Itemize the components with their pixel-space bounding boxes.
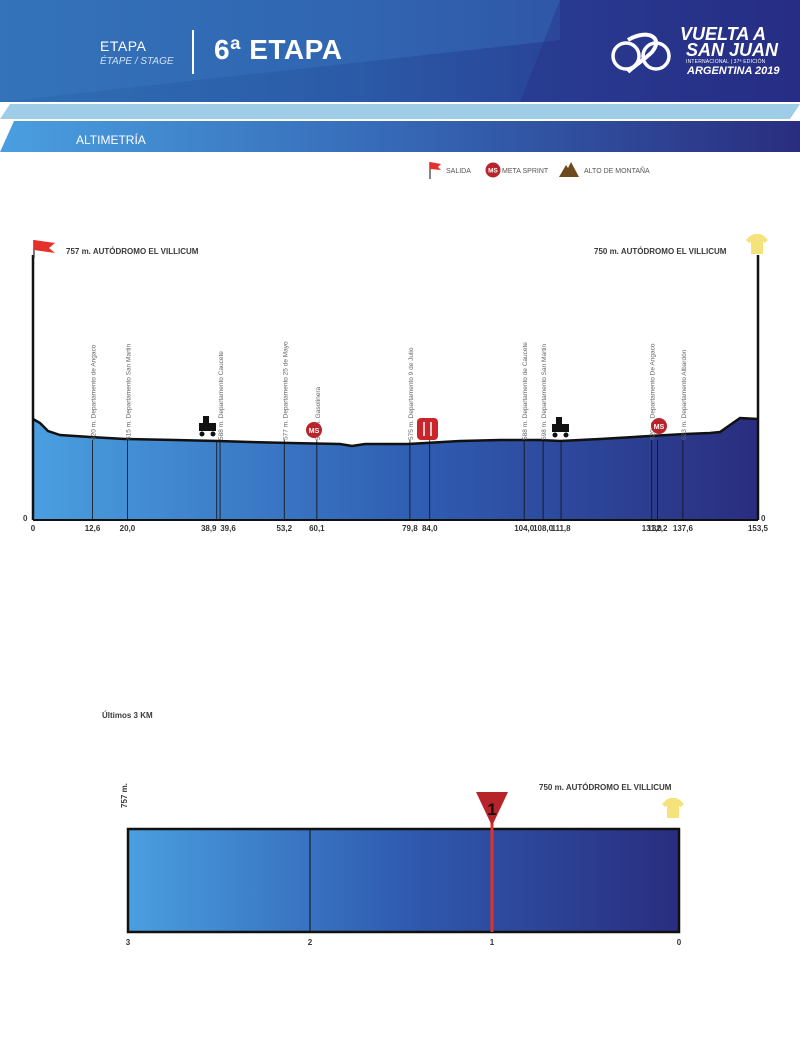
waypoint-label: 571 m. Gasolinera xyxy=(315,387,322,440)
last3-title: Últimos 3 KM xyxy=(102,711,153,720)
km-tick-label: 137,6 xyxy=(673,524,694,533)
km-tick-label: 132,2 xyxy=(647,524,668,533)
legend-meta-sprint: META SPRINT xyxy=(502,168,549,175)
km-tick-label: 84,0 xyxy=(422,524,438,533)
profile-area xyxy=(33,418,758,520)
last3-finish-label: 750 m. AUTÓDROMO EL VILLICUM xyxy=(539,783,672,792)
last3-area xyxy=(126,827,681,934)
svg-text:MS: MS xyxy=(309,428,320,435)
meta-sprint-icon: MS xyxy=(485,162,501,178)
start-flag-icon xyxy=(33,240,55,258)
km-tick-label: 131,0 xyxy=(642,524,663,533)
last-3km-profile: 1 3 2 1 0 xyxy=(126,792,684,947)
section-band xyxy=(0,121,800,152)
waypoint-label: 588 m. Departamento de Caucete xyxy=(522,342,529,440)
km-tick-label: 39,6 xyxy=(220,524,236,533)
meta-sprint-icon: MS xyxy=(651,418,667,434)
yellow-jersey-icon xyxy=(662,798,684,818)
km-tick-label: 153,5 xyxy=(748,524,769,533)
last3-tick-label: 0 xyxy=(677,938,682,947)
page-title: 6ª ETAPA xyxy=(214,34,343,65)
logo-line-1: VUELTA A xyxy=(680,24,766,44)
legend-salida: SALIDA xyxy=(446,168,471,175)
left-zero: 0 xyxy=(23,514,28,523)
vuelta-logo-icon xyxy=(611,32,671,74)
logo-line-4: ARGENTINA 2019 xyxy=(687,65,780,77)
km-tick-label: 0 xyxy=(31,524,36,533)
last3-tick-label: 3 xyxy=(126,938,131,947)
km-tick-label: 53,2 xyxy=(276,524,292,533)
logo-line-2: SAN JUAN xyxy=(686,40,779,60)
yellow-jersey-icon xyxy=(746,234,768,254)
waypoint-label: 577 m. Departamento 25 de Mayo xyxy=(282,341,289,440)
level-crossing-icon xyxy=(552,417,569,438)
meta-sprint-icon: MS xyxy=(306,422,322,438)
waypoint-label: 615 m. Departamento San Martin xyxy=(125,344,132,440)
km-tick-label: 104,0 xyxy=(514,524,535,533)
flamme-rouge-icon: 1 xyxy=(476,792,508,826)
header-divider xyxy=(192,30,194,74)
right-zero: 0 xyxy=(761,514,766,523)
stage-label: ETAPA xyxy=(100,38,147,54)
waypoint-label: 623 m. Departamento Albardón xyxy=(681,349,688,440)
km-tick-label: 111,8 xyxy=(551,524,571,533)
km-tick-label: 108,0 xyxy=(533,524,554,533)
km-tick-label: 79,8 xyxy=(402,524,418,533)
flag-icon xyxy=(429,162,441,179)
svg-text:MS: MS xyxy=(654,424,665,431)
header-decoration xyxy=(0,0,800,102)
km-marker: 1 xyxy=(487,800,496,819)
elevation-profile: 0 12,6 20,0 38,9 39,6 53,2 60,1 79,8 84,0 104,010… xyxy=(31,234,769,533)
km-tick-label: 12,6 xyxy=(85,524,101,533)
profile-line xyxy=(32,416,759,448)
last3-tick-label: 1 xyxy=(490,938,495,947)
stage-subtitle: ÉTAPE / STAGE xyxy=(100,56,174,67)
level-crossing-icon xyxy=(199,416,216,437)
section-title: ALTIMETRÍA xyxy=(76,133,146,147)
legend-alto-montana: ALTO DE MONTAÑA xyxy=(584,168,650,175)
light-band xyxy=(0,104,800,119)
svg-text:MS: MS xyxy=(488,168,498,175)
feed-zone-icon xyxy=(417,418,438,440)
start-label: 757 m. AUTÓDROMO EL VILLICUM xyxy=(66,247,199,256)
mountain-icon xyxy=(559,162,579,177)
waypoint-label: 575 m. Departamento 9 de Julio xyxy=(408,347,415,440)
last3-tick-label: 2 xyxy=(308,938,313,947)
waypoint-label: 620 m. Departamento de Angaco xyxy=(91,344,98,440)
km-tick-label: 20,0 xyxy=(120,524,136,533)
km-tick-label: 38,9 xyxy=(201,524,217,533)
km-tick-label: 60,1 xyxy=(309,524,325,533)
finish-label: 750 m. AUTÓDROMO EL VILLICUM xyxy=(594,247,727,256)
waypoint-label: 620 m. Departamento De Angaco xyxy=(650,343,657,440)
waypoint-label: 598 m. Departamento San Martin xyxy=(541,344,548,440)
waypoint-label: 588 m. Departamento Caucete xyxy=(218,351,225,440)
logo-line-3: INTERNACIONAL | 37ª EDICIÓN xyxy=(686,59,766,65)
